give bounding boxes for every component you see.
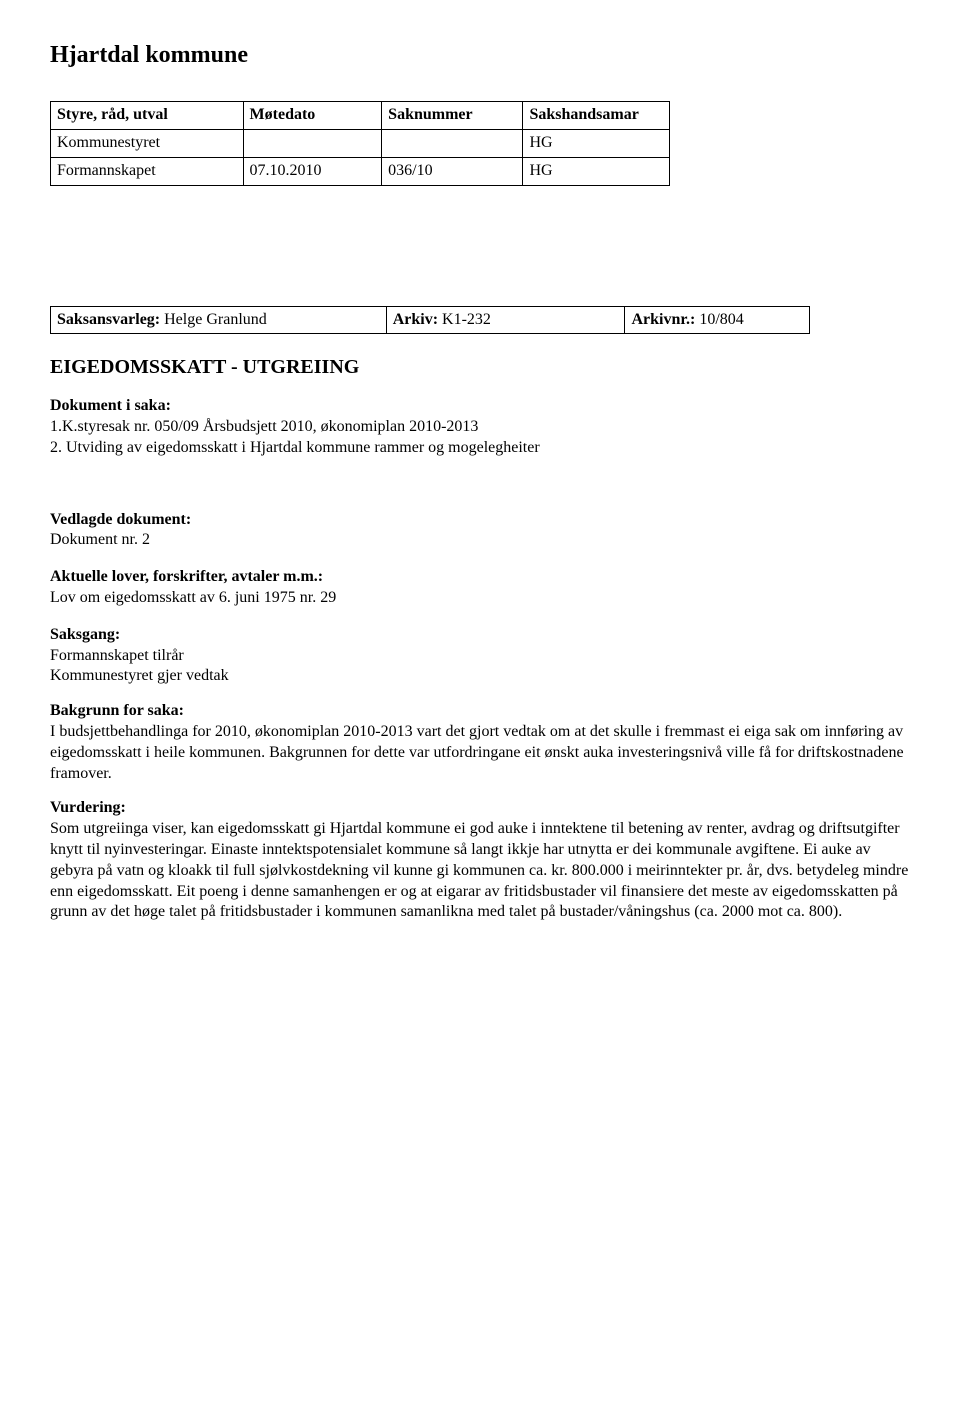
text: I budsjettbehandlinga for 2010, økonomip… [50,723,904,782]
value: Helge Granlund [164,311,267,328]
list-item: 2. Utviding av eigedomsskatt i Hjartdal … [50,438,910,459]
cell [382,129,523,157]
cell: HG [523,157,670,185]
cell-saksansvarleg: Saksansvarleg: Helge Granlund [51,306,387,334]
page-title: Hjartdal kommune [50,40,910,71]
value: K1-232 [442,311,491,328]
label: Bakgrunn for saka: [50,702,184,719]
bakgrunn-section: Bakgrunn for saka: I budsjettbehandlinga… [50,701,910,784]
cell: 07.10.2010 [243,157,382,185]
dokument-i-saka: Dokument i saka: 1.K.styresak nr. 050/09… [50,396,910,458]
label: Saksgang: [50,625,910,646]
vedlagde-dokument: Vedlagde dokument: Dokument nr. 2 [50,510,910,552]
saksgang: Saksgang: Formannskapet tilrår Kommunest… [50,625,910,687]
table-row: Kommunestyret HG [51,129,670,157]
label: Aktuelle lover, forskrifter, avtaler m.m… [50,567,910,588]
meeting-table: Styre, råd, utval Møtedato Saknummer Sak… [50,101,670,185]
th-motedato: Møtedato [243,102,382,130]
line: Formannskapet tilrår [50,646,910,667]
section-heading: EIGEDOMSSKATT - UTGREIING [50,354,910,380]
cell-arkivnr: Arkivnr.: 10/804 [625,306,810,334]
value: 10/804 [699,311,743,328]
aktuelle-lover: Aktuelle lover, forskrifter, avtaler m.m… [50,567,910,609]
vurdering-section: Vurdering: Som utgreiinga viser, kan eig… [50,798,910,923]
label: Vedlagde dokument: [50,510,910,531]
cell: Kommunestyret [51,129,244,157]
label: Saksansvarleg: [57,311,160,328]
text: Som utgreiinga viser, kan eigedomsskatt … [50,820,908,920]
text: Dokument nr. 2 [50,530,910,551]
th-saknummer: Saknummer [382,102,523,130]
label: Arkiv: [393,311,438,328]
text: Lov om eigedomsskatt av 6. juni 1975 nr.… [50,588,910,609]
label: Dokument i saka: [50,396,910,417]
label: Arkivnr.: [631,311,695,328]
cell: Formannskapet [51,157,244,185]
list-item: 1.K.styresak nr. 050/09 Årsbudsjett 2010… [50,417,910,438]
archive-table: Saksansvarleg: Helge Granlund Arkiv: K1-… [50,306,810,335]
label: Vurdering: [50,799,126,816]
cell [243,129,382,157]
th-sakshandsamar: Sakshandsamar [523,102,670,130]
cell-arkiv: Arkiv: K1-232 [386,306,625,334]
cell: HG [523,129,670,157]
table-row: Formannskapet 07.10.2010 036/10 HG [51,157,670,185]
line: Kommunestyret gjer vedtak [50,666,910,687]
th-styre: Styre, råd, utval [51,102,244,130]
cell: 036/10 [382,157,523,185]
